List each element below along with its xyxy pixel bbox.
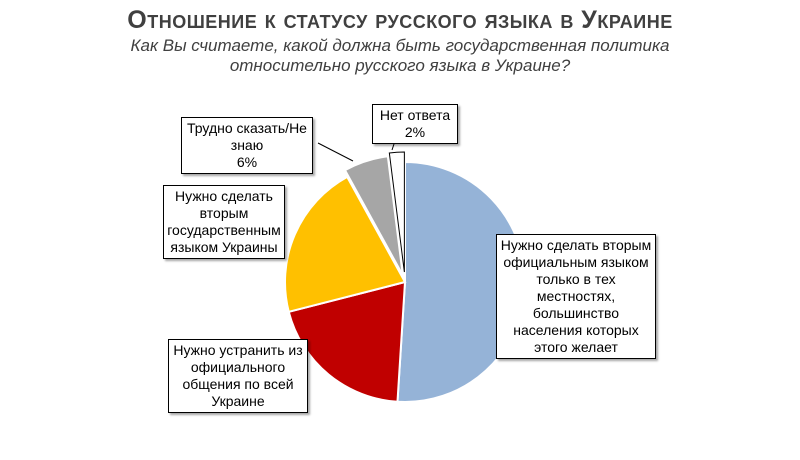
slice-no-answer bbox=[388, 151, 405, 273]
slice-label-no-answer-value: 2% bbox=[404, 124, 426, 140]
slice-label-remove: Нужно устранить из официального общения … bbox=[168, 339, 308, 413]
slice-label-no-answer: Нет ответа 2% bbox=[372, 104, 458, 144]
slice-label-second-state-text: Нужно сделать вторым государственным язы… bbox=[167, 188, 281, 255]
slice-label-hard-to-say-value: 6% bbox=[236, 154, 258, 170]
slice-second-state bbox=[284, 175, 407, 314]
chart-title: Отношение к статусу русского языка в Укр… bbox=[127, 6, 673, 34]
slice-label-regional-official-text: Нужно сделать вторым официальным языком … bbox=[500, 237, 652, 355]
chart-subtitle: Как Вы считаете, какой должна быть госуд… bbox=[130, 36, 670, 75]
slice-hard-to-say bbox=[343, 155, 404, 276]
slice-label-remove-text: Нужно устранить из официального общения … bbox=[173, 342, 303, 409]
slice-label-second-state: Нужно сделать вторым государственным язы… bbox=[163, 185, 285, 259]
slice-label-hard-to-say-text: Трудно сказать/Не знаю bbox=[187, 120, 307, 153]
slice-remove bbox=[287, 280, 407, 403]
leader-line-hard-to-say bbox=[317, 142, 354, 162]
slice-label-regional-official: Нужно сделать вторым официальным языком … bbox=[496, 234, 656, 359]
slice-label-hard-to-say: Трудно сказать/Не знаю 6% bbox=[181, 117, 313, 174]
slice-label-no-answer-text: Нет ответа bbox=[379, 107, 451, 123]
